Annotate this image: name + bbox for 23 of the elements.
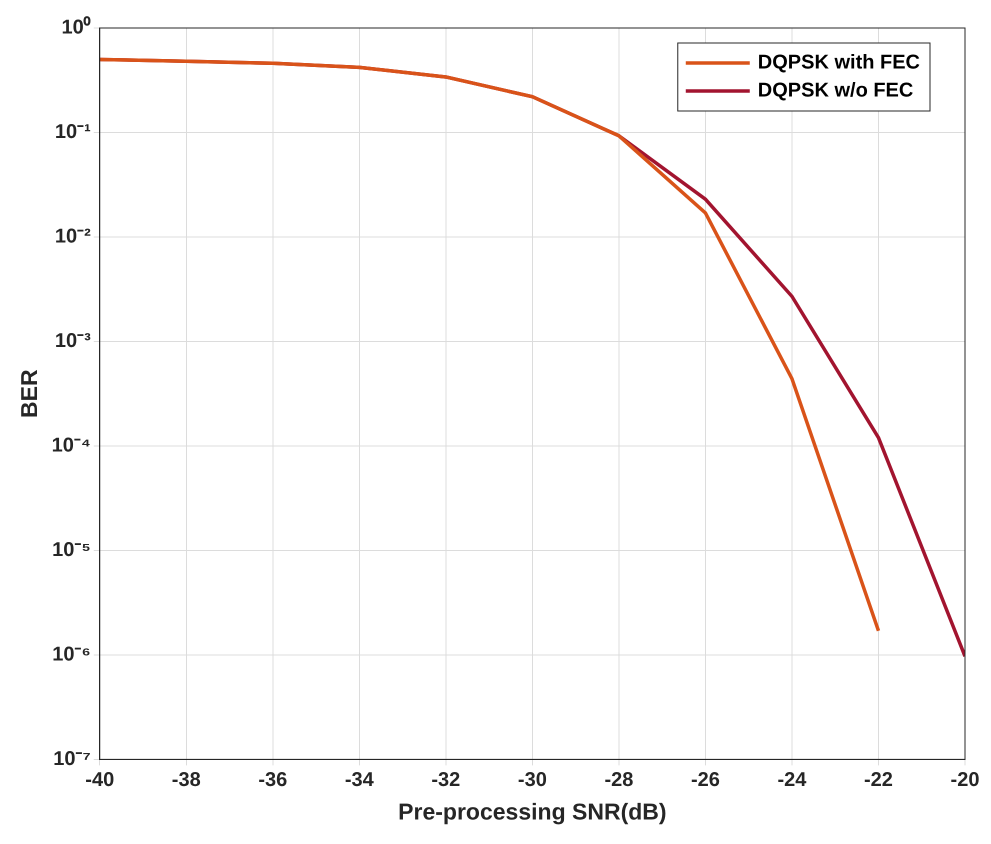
x-axis-title: Pre-processing SNR(dB) — [398, 798, 667, 825]
y-tick-label: 10⁻² — [54, 225, 92, 248]
legend-label: DQPSK with FEC — [758, 52, 920, 74]
y-tick-label: 10⁻⁴ — [52, 434, 91, 456]
y-tick-label: 10⁻⁷ — [53, 748, 91, 770]
x-tick-label: -40 — [85, 768, 114, 791]
y-tick-label: 10⁻⁶ — [52, 643, 91, 666]
y-tick-label: 10⁻¹ — [54, 121, 92, 143]
x-tick-label: -32 — [431, 768, 460, 791]
x-tick-label: -36 — [258, 768, 288, 791]
x-tick-label: -26 — [690, 768, 720, 791]
x-tick-label: -38 — [172, 768, 201, 791]
x-tick-label: -24 — [777, 768, 808, 791]
y-tick-label: 10⁻³ — [54, 330, 92, 352]
x-tick-label: -30 — [518, 768, 547, 791]
legend-label: DQPSK w/o FEC — [758, 80, 914, 102]
x-tick-label: -34 — [344, 768, 375, 791]
y-tick-label: 10⁻⁵ — [52, 538, 91, 561]
x-tick-label: -20 — [950, 768, 980, 791]
y-tick-label: 10⁰ — [61, 16, 91, 39]
x-tick-label: -22 — [864, 768, 893, 791]
y-axis-title: BER — [16, 369, 42, 418]
x-tick-label: -28 — [604, 768, 634, 791]
